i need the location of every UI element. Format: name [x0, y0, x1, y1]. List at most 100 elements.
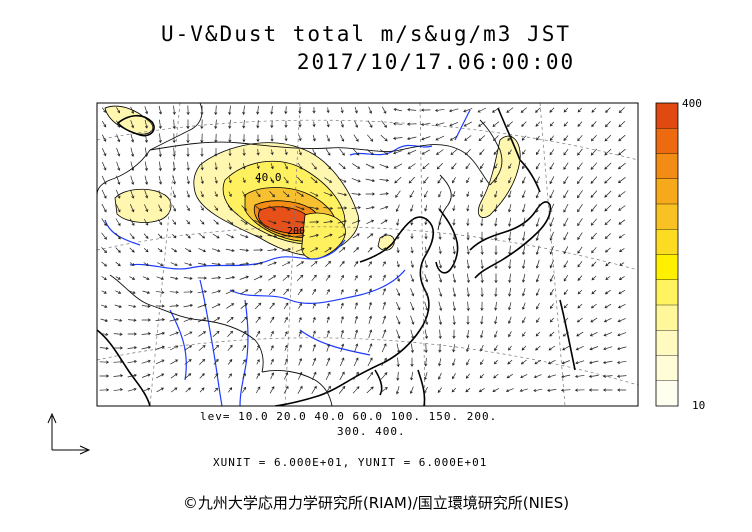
- wind-arrow: [535, 231, 540, 241]
- wind-arrow: [113, 332, 123, 336]
- wind-arrow: [158, 190, 163, 199]
- wind-arrow: [242, 386, 247, 393]
- wind-arrow: [242, 191, 246, 198]
- wind-arrow: [225, 262, 236, 266]
- wind-arrow: [535, 331, 541, 337]
- wind-arrow: [505, 388, 514, 393]
- wind-arrow: [256, 344, 260, 351]
- wind-arrow: [466, 218, 470, 227]
- wind-arrow: [256, 105, 260, 115]
- wind-arrow: [212, 330, 220, 337]
- wind-arrow: [113, 374, 124, 378]
- wind-arrow: [521, 302, 526, 310]
- wind-arrow: [508, 259, 512, 270]
- wind-arrow: [242, 134, 246, 143]
- wind-arrow: [325, 260, 332, 267]
- wind-arrow: [396, 343, 401, 354]
- wind-arrow: [240, 302, 248, 309]
- wind-arrow: [424, 357, 428, 367]
- wind-arrow: [270, 330, 274, 337]
- wind-arrow: [256, 330, 261, 337]
- wind-arrow: [617, 332, 627, 337]
- wind-arrow: [213, 358, 219, 365]
- wind-arrow: [492, 121, 500, 127]
- wind-arrow: [241, 330, 247, 338]
- wind-arrow: [452, 329, 456, 339]
- contour-levels-line1: lev= 10.0 20.0 40.0 60.0 100. 150. 200.: [200, 410, 498, 423]
- wind-arrow: [353, 134, 359, 142]
- wind-arrow: [382, 315, 387, 325]
- wind-arrow: [438, 260, 443, 269]
- wind-arrow: [253, 234, 263, 239]
- wind-arrow: [549, 189, 555, 199]
- wind-arrow: [214, 176, 218, 184]
- wind-arrow: [421, 136, 431, 141]
- wind-arrow: [228, 105, 232, 116]
- wind-arrow: [312, 316, 316, 323]
- wind-arrow: [101, 120, 107, 128]
- wind-arrow: [113, 360, 124, 364]
- wind-arrow: [281, 261, 291, 267]
- wind-arrow: [549, 274, 554, 282]
- wind-arrow: [352, 233, 360, 239]
- wind-arrow: [295, 247, 305, 252]
- wind-arrow: [478, 388, 485, 393]
- wind-arrow: [423, 372, 428, 381]
- wind-arrow: [396, 233, 400, 240]
- wind-arrow: [466, 344, 470, 353]
- wind-arrow: [605, 107, 611, 113]
- wind-arrow: [115, 261, 121, 267]
- wind-arrow: [574, 374, 585, 378]
- wind-arrow: [225, 275, 236, 280]
- wind-arrow: [562, 345, 570, 351]
- wind-arrow: [466, 287, 470, 298]
- wind-arrow: [130, 133, 135, 143]
- wind-arrow: [129, 233, 135, 240]
- wind-arrow: [438, 329, 442, 339]
- wind-arrow: [116, 161, 121, 171]
- wind-arrow: [577, 121, 583, 127]
- wind-arrow: [340, 107, 344, 114]
- wind-arrow: [549, 107, 555, 113]
- wind-arrow: [603, 346, 613, 351]
- wind-arrow: [340, 329, 345, 338]
- wind-arrow: [169, 345, 179, 351]
- wind-arrow: [101, 203, 107, 213]
- wind-arrow: [114, 304, 122, 308]
- wind-arrow: [352, 386, 360, 394]
- wind-arrow: [508, 245, 512, 256]
- wind-arrow: [535, 176, 540, 185]
- wind-arrow: [519, 388, 528, 393]
- wind-arrow: [549, 135, 554, 141]
- wind-arrow: [270, 149, 274, 156]
- wind-arrow: [296, 261, 305, 267]
- wind-arrow: [339, 148, 345, 156]
- wind-arrow: [101, 290, 107, 294]
- legend-color-swatch: [656, 128, 678, 154]
- wind-arrow: [424, 219, 428, 226]
- wind-arrow: [298, 330, 302, 337]
- wind-arrow: [183, 317, 193, 322]
- wind-arrow: [563, 162, 569, 170]
- wind-arrow: [533, 374, 542, 379]
- wind-arrow: [354, 120, 359, 128]
- legend-color-swatch: [656, 229, 678, 255]
- wind-arrow: [563, 246, 569, 255]
- wind-arrow: [144, 106, 149, 115]
- wind-arrow: [563, 176, 569, 185]
- wind-arrow: [281, 220, 291, 225]
- wind-arrow: [522, 149, 526, 155]
- wind-arrow: [269, 191, 275, 198]
- wind-arrow: [449, 135, 458, 141]
- wind-arrow: [172, 219, 176, 225]
- wind-arrow: [493, 149, 499, 156]
- wind-arrow: [466, 191, 470, 198]
- wind-arrow: [352, 163, 361, 169]
- wind-arrow: [354, 343, 359, 353]
- wind-arrow: [198, 248, 207, 253]
- wind-arrow: [452, 218, 456, 226]
- wind-arrow: [186, 161, 190, 171]
- wind-arrow: [618, 121, 626, 128]
- wind-arrow: [380, 219, 388, 225]
- wind-arrow: [494, 273, 498, 284]
